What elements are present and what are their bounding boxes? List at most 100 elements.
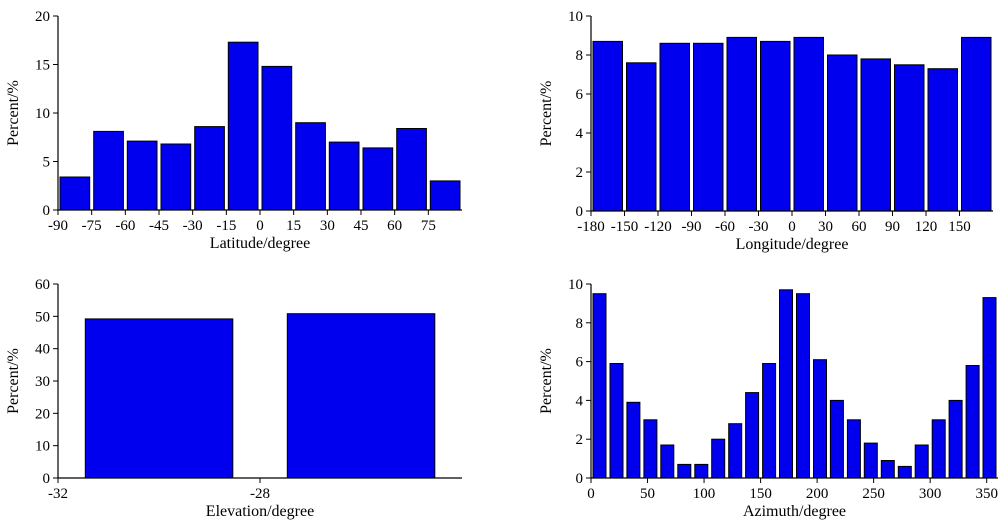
- x-tick-label: -30: [749, 219, 769, 235]
- x-tick-label: 0: [788, 219, 796, 235]
- bar-azimuth-8: [728, 423, 743, 479]
- x-tick-label: 0: [256, 218, 264, 234]
- bar-azimuth-20: [931, 419, 946, 479]
- bar-latitude-5: [227, 41, 259, 211]
- y-tick-label: 4: [576, 126, 584, 142]
- x-tick-label: -15: [216, 218, 236, 234]
- bar-latitude-3: [160, 143, 192, 211]
- bar-longitude-4: [726, 36, 757, 212]
- bar-azimuth-22: [965, 365, 980, 479]
- bar-latitude-1: [93, 130, 124, 211]
- bar-latitude-9: [362, 147, 394, 211]
- x-tick-label: 45: [354, 218, 369, 234]
- bar-elevation-1: [286, 313, 436, 479]
- bar-azimuth-12: [796, 293, 810, 479]
- bar-longitude-6: [793, 36, 824, 212]
- bar-azimuth-9: [745, 392, 760, 479]
- bar-latitude-0: [59, 176, 91, 211]
- y-tick-label: 40: [35, 342, 50, 358]
- y-axis-title: Percent/%: [5, 348, 22, 414]
- y-tick-label: 8: [576, 48, 584, 64]
- x-tick-label: 100: [693, 486, 716, 502]
- bar-azimuth-10: [762, 363, 777, 479]
- bar-latitude-6: [261, 65, 293, 211]
- x-tick-label: -90: [682, 219, 702, 235]
- y-tick-label: 30: [35, 374, 50, 390]
- x-tick-label: -45: [149, 218, 169, 234]
- x-axis-title: Elevation/degree: [206, 503, 314, 520]
- bar-azimuth-7: [711, 438, 726, 479]
- x-tick-label: 150: [948, 219, 971, 235]
- y-tick-label: 20: [35, 406, 50, 422]
- bar-azimuth-1: [609, 363, 624, 479]
- x-tick-label: -120: [644, 219, 672, 235]
- bar-elevation-0: [84, 318, 234, 479]
- y-axis-title: Percent/%: [5, 80, 22, 146]
- y-tick-label: 10: [568, 9, 583, 25]
- y-tick-label: 0: [576, 204, 584, 220]
- x-tick-label: 90: [885, 219, 900, 235]
- x-axis-title: Latitude/degree: [210, 235, 310, 252]
- x-tick-label: 350: [975, 486, 998, 502]
- y-axis-title: Percent/%: [538, 81, 555, 147]
- y-tick-label: 10: [35, 106, 50, 122]
- y-tick-label: 0: [576, 471, 584, 487]
- bar-longitude-10: [927, 68, 958, 212]
- x-axis-title: Azimuth/degree: [743, 503, 846, 520]
- bar-latitude-10: [396, 128, 427, 211]
- x-tick-label: 60: [387, 218, 402, 234]
- y-tick-label: 10: [568, 277, 583, 293]
- y-tick-label: 20: [35, 9, 50, 25]
- chart-latitude: 0 5 10 15 20 -90 -75 -60 -45 -30 -15 0 15 30 45 60 75 Lat…: [5, 9, 462, 252]
- x-tick-label: -28: [250, 486, 270, 502]
- chart-longitude: 0 2 4 6 8 10 -180 -150 -120 -90 -60 -30 0 30 60 90 120 15…: [538, 9, 993, 253]
- bar-azimuth-14: [829, 399, 844, 479]
- bar-azimuth-16: [863, 442, 878, 479]
- y-tick-label: 10: [35, 439, 50, 455]
- y-tick-label: 60: [35, 277, 50, 293]
- bar-longitude-7: [827, 54, 858, 212]
- x-tick-label: 30: [818, 219, 833, 235]
- x-tick-label: -75: [82, 218, 102, 234]
- bar-longitude-9: [894, 64, 925, 212]
- bar-longitude-0: [592, 40, 623, 212]
- x-tick-label: -60: [715, 219, 735, 235]
- x-tick-label: 50: [640, 486, 655, 502]
- bar-azimuth-2: [626, 401, 641, 479]
- y-tick-label: 0: [43, 471, 51, 487]
- x-tick-label: 120: [915, 219, 938, 235]
- bar-azimuth-18: [897, 465, 912, 479]
- y-tick-label: 50: [35, 309, 50, 325]
- x-tick-label: 0: [587, 486, 595, 502]
- bar-azimuth-5: [677, 463, 692, 479]
- bar-latitude-2: [126, 140, 158, 211]
- x-tick-label: 30: [320, 218, 335, 234]
- x-tick-label: -180: [577, 219, 605, 235]
- bar-azimuth-11: [779, 289, 793, 479]
- x-tick-label: 250: [862, 486, 885, 502]
- y-tick-label: 4: [576, 393, 584, 409]
- bar-latitude-11: [429, 180, 461, 211]
- bar-latitude-8: [328, 141, 360, 211]
- bar-longitude-2: [659, 42, 690, 212]
- bar-azimuth-6: [694, 463, 709, 479]
- y-tick-label: 2: [576, 432, 584, 448]
- bar-longitude-1: [626, 62, 657, 212]
- x-tick-label: -32: [48, 486, 68, 502]
- x-tick-label: 15: [286, 218, 301, 234]
- bar-azimuth-17: [880, 460, 895, 479]
- y-tick-label: 8: [576, 316, 584, 332]
- bar-azimuth-4: [660, 444, 675, 479]
- x-tick-label: 150: [749, 486, 772, 502]
- y-axis-title: Percent/%: [538, 348, 555, 414]
- x-tick-label: -30: [183, 218, 203, 234]
- y-tick-label: 15: [35, 58, 50, 74]
- bar-latitude-4: [194, 126, 225, 211]
- y-tick-label: 2: [576, 165, 584, 181]
- bar-longitude-5: [760, 40, 791, 212]
- bar-azimuth-0: [592, 293, 607, 479]
- x-tick-label: -150: [611, 219, 639, 235]
- x-axis-title: Longitude/degree: [736, 236, 849, 253]
